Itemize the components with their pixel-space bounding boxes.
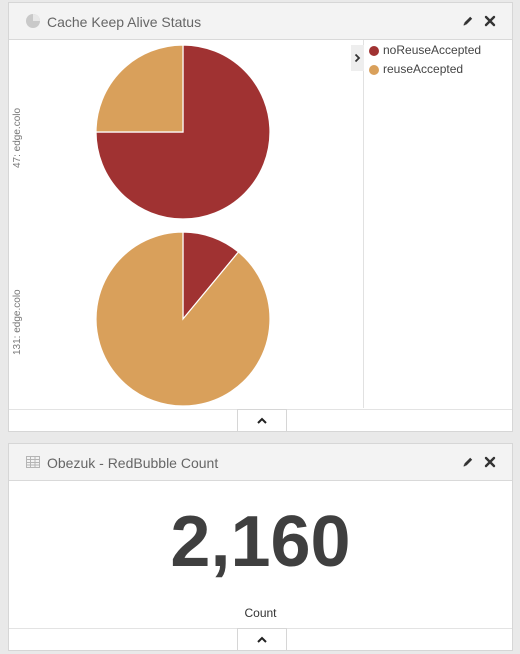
pie-row-label: 47: edge.colo [12, 107, 23, 168]
chevron-right-icon [354, 53, 361, 63]
metric-label: Count [244, 606, 277, 620]
legend-divider [363, 40, 364, 408]
pie-chart-edge-colo-131 [95, 231, 271, 407]
panel-title: Obezuk - RedBubble Count [47, 455, 219, 471]
pie-chart-icon [26, 14, 40, 28]
legend-label: reuseAccepted [383, 62, 464, 76]
close-icon[interactable] [484, 456, 496, 468]
panel-footer [9, 628, 512, 650]
legend-swatch [369, 46, 379, 56]
chevron-up-icon [257, 417, 267, 424]
table-icon [26, 456, 40, 468]
cache-keep-alive-panel: Cache Keep Alive Status 47: edge.colo 13… [8, 2, 513, 432]
pie-slice-noReuseAccepted[interactable] [95, 44, 271, 220]
pie-slice-reuseAccepted[interactable] [95, 231, 271, 407]
legend-label: noReuseAccepted [383, 43, 482, 57]
collapse-button[interactable] [237, 409, 287, 431]
panel-footer [9, 409, 512, 431]
close-icon[interactable] [484, 15, 496, 27]
pie-chart-edge-colo-47 [95, 44, 271, 220]
panel-title: Cache Keep Alive Status [47, 14, 202, 30]
panel-header: Obezuk - RedBubble Count [9, 444, 512, 481]
panel-header: Cache Keep Alive Status [9, 3, 512, 40]
chevron-up-icon [257, 636, 267, 643]
collapse-button[interactable] [237, 628, 287, 650]
legend-toggle-button[interactable] [351, 45, 364, 71]
pencil-icon[interactable] [462, 15, 474, 27]
legend-swatch [369, 65, 379, 75]
redbubble-count-panel: Obezuk - RedBubble Count 2,160 Count [8, 443, 513, 651]
metric-value: 2,160 [170, 502, 351, 582]
pencil-icon[interactable] [462, 456, 474, 468]
pie-row-label: 131: edge.colo [12, 289, 23, 355]
pie-slice-reuseAccepted[interactable] [95, 44, 184, 133]
